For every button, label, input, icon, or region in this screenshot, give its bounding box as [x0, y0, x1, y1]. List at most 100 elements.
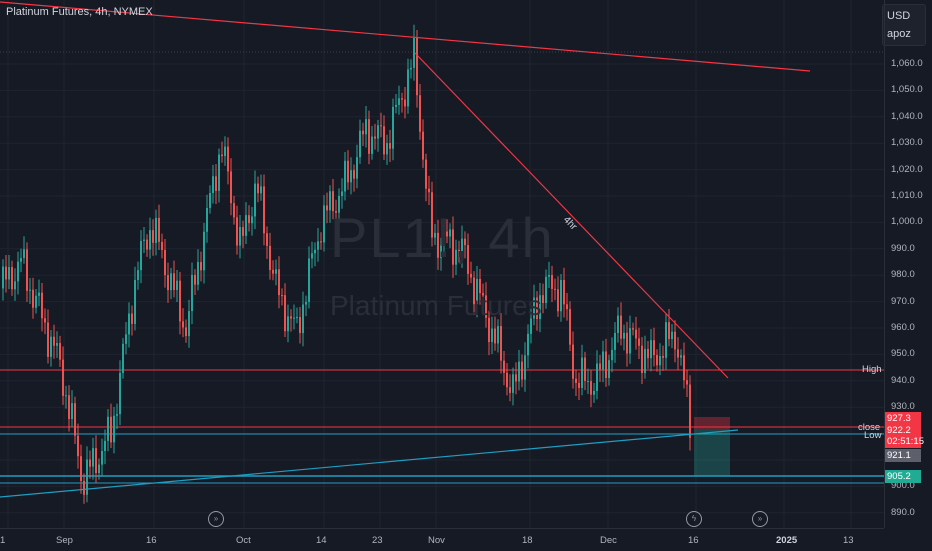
event-icon[interactable]: »	[752, 511, 768, 527]
candle-body	[389, 143, 391, 149]
candle-body	[125, 334, 127, 344]
user-label[interactable]: apoz	[887, 28, 911, 40]
candle-body	[458, 249, 460, 257]
candle-body	[185, 327, 187, 337]
horizontal-levels	[0, 369, 884, 484]
candle-body	[482, 293, 484, 296]
y-tick-label: 1,010.0	[891, 190, 923, 201]
candle-body	[662, 356, 664, 358]
currency-panel[interactable]: USD apoz	[882, 4, 926, 46]
candle-body	[191, 274, 193, 312]
price-axis[interactable]: 1,060.0 1,050.0 1,040.0 1,030.0 1,020.0 1,010…	[884, 0, 932, 528]
candle-body	[38, 292, 40, 296]
candle-body	[416, 37, 418, 96]
candle-body	[41, 292, 43, 319]
candle-body	[428, 188, 430, 193]
y-tick-label: 1,000.0	[891, 216, 923, 228]
candle-body	[251, 216, 253, 224]
candle-body	[491, 328, 493, 343]
currency-label[interactable]: USD	[887, 10, 911, 22]
x-tick-label: Dec	[600, 535, 617, 546]
candle-body	[398, 98, 400, 105]
candle-body	[461, 238, 463, 257]
candle-body	[104, 440, 106, 451]
x-tick-label: 16	[146, 535, 157, 546]
candle-body	[188, 311, 190, 337]
candle-body	[299, 317, 301, 334]
candle-body	[371, 136, 373, 154]
x-tick-label: 18	[522, 535, 533, 546]
price-chart[interactable]: 4hr	[0, 0, 884, 528]
candle-body	[560, 280, 562, 312]
candle-body	[344, 160, 346, 192]
candle-body	[584, 357, 586, 382]
candle-body	[317, 241, 319, 250]
candle-body	[332, 191, 334, 212]
candle-body	[302, 304, 304, 334]
long-trendline	[0, 1, 811, 72]
candle-body	[164, 250, 166, 276]
x-tick-label: 2025	[776, 535, 798, 546]
candle-body	[551, 274, 553, 289]
candle-body	[116, 414, 118, 416]
close-label: close	[858, 422, 881, 433]
candle-body	[641, 345, 643, 374]
risk-zone	[694, 417, 730, 429]
lightning-icon[interactable]: ϟ	[686, 511, 702, 527]
y-tick-label: 990.0	[891, 242, 915, 254]
candle-body	[446, 231, 448, 237]
candle-body	[266, 233, 268, 246]
candle-body	[569, 309, 571, 345]
candle-body	[632, 328, 634, 330]
candle-body	[443, 231, 445, 246]
y-tick-label: 1,020.0	[891, 163, 923, 175]
candle-body	[221, 154, 223, 157]
candle-body	[338, 196, 340, 213]
candle-body	[11, 267, 13, 290]
candle-body	[563, 280, 565, 305]
candle-body	[518, 361, 520, 382]
y-tick-label: 940.0	[891, 374, 915, 386]
y-tick-label: 890.0	[891, 506, 915, 518]
candle-body	[362, 130, 364, 135]
candle-body	[137, 270, 139, 280]
event-icon[interactable]: »	[208, 511, 224, 527]
y-tick-label: 1,060.0	[891, 58, 923, 69]
candle-body	[470, 273, 472, 278]
candle-body	[260, 186, 262, 194]
candle-body	[380, 125, 382, 127]
candle-body	[656, 355, 658, 366]
candle-body	[587, 381, 589, 383]
candle-body	[278, 269, 280, 296]
candle-body	[215, 176, 217, 191]
candle-body	[686, 380, 688, 385]
candle-body	[581, 357, 583, 388]
candle-body	[161, 241, 163, 251]
chart-grid	[0, 0, 884, 528]
candle-body	[335, 211, 337, 213]
candle-body	[26, 249, 28, 291]
candle-body	[647, 348, 649, 359]
candle-body	[14, 281, 16, 290]
candle-body	[218, 154, 220, 191]
candle-body	[200, 262, 202, 271]
candle-body	[143, 239, 145, 241]
candle-body	[557, 289, 559, 312]
price-box-p3: 921.1	[885, 449, 921, 462]
x-tick-label: Oct	[236, 535, 251, 546]
x-tick-label: 1	[0, 535, 6, 546]
candle-body	[635, 329, 637, 339]
candle-body	[353, 170, 355, 179]
candle-body	[449, 229, 451, 237]
candle-body	[497, 326, 499, 344]
time-axis[interactable]: 1 Sep 16 Oct 14 23 Nov 18 Dec 16 2025 13	[0, 528, 884, 551]
candle-body	[578, 382, 580, 388]
candle-body	[611, 349, 613, 361]
candle-body	[431, 192, 433, 238]
candle-body	[473, 277, 475, 305]
candle-body	[554, 288, 556, 290]
candle-body	[23, 249, 25, 259]
candle-body	[194, 274, 196, 285]
y-tick-label: 950.0	[891, 348, 915, 360]
candle-body	[71, 403, 73, 420]
